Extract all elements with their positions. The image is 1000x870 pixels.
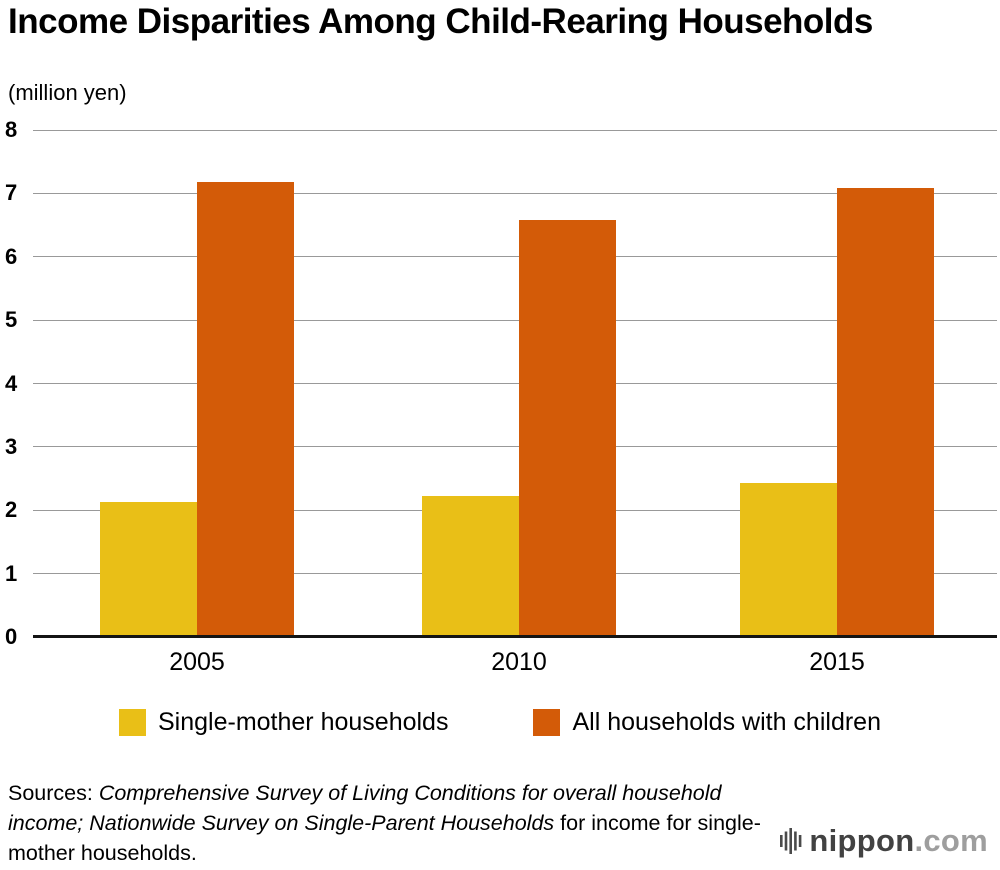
sources-note: Sources: Comprehensive Survey of Living … (8, 778, 788, 868)
legend-swatch-1 (119, 709, 146, 736)
nippon-logo-icon (780, 828, 802, 854)
gridline-6 (33, 256, 997, 258)
bar-2015-series2 (837, 188, 934, 637)
legend-item-1: Single-mother households (119, 708, 448, 737)
y-tick-label-6: 6 (5, 243, 18, 269)
gridline-8 (33, 129, 997, 131)
x-axis-baseline (33, 635, 997, 638)
x-tick-label-2005: 2005 (169, 648, 225, 676)
y-tick-label-7: 7 (5, 180, 18, 206)
axis-unit-label: (million yen) (8, 80, 127, 105)
gridline-4 (33, 383, 997, 384)
y-axis-labels: 0 1 2 3 4 5 6 7 8 (0, 117, 28, 649)
legend-label-2: All households with children (572, 708, 881, 736)
logo-brand: nippon (809, 823, 915, 858)
logo-tld: .com (914, 823, 988, 858)
chart-title: Income Disparities Among Child-Rearing H… (8, 2, 873, 41)
bar-2015-series1 (740, 483, 837, 637)
sources-segment-3: for income for single-mother households. (8, 811, 761, 865)
x-tick-label-2015: 2015 (809, 648, 865, 676)
bar-2005-series1 (100, 502, 197, 637)
plot-area (33, 129, 997, 638)
y-tick-label-5: 5 (5, 307, 18, 333)
sources-segment-1: Sources: (8, 781, 99, 805)
x-tick-label-2010: 2010 (491, 648, 547, 676)
y-tick-label-4: 4 (5, 370, 18, 396)
legend-swatch-2 (533, 709, 561, 736)
y-tick-label-3: 3 (5, 433, 18, 459)
gridline-7 (33, 192, 997, 194)
legend: Single-mother households All households w… (0, 708, 1000, 737)
y-tick-label-0: 0 (5, 624, 18, 649)
bar-2005-series2 (197, 182, 294, 637)
y-tick-label-1: 1 (5, 560, 18, 586)
x-axis-labels: 2005 2010 2015 (33, 648, 997, 682)
y-tick-label-2: 2 (5, 497, 18, 523)
legend-label-1: Single-mother households (158, 708, 449, 736)
legend-item-2: All households with children (533, 708, 881, 737)
sources-segment-2: Comprehensive Survey of Living Condition… (8, 781, 722, 835)
nippon-logo: nippon.com (780, 824, 988, 858)
gridline-3 (33, 446, 997, 448)
bar-2010-series1 (422, 496, 519, 637)
y-tick-label-8: 8 (5, 117, 18, 142)
gridline-5 (33, 319, 997, 321)
bar-2010-series2 (519, 220, 616, 637)
